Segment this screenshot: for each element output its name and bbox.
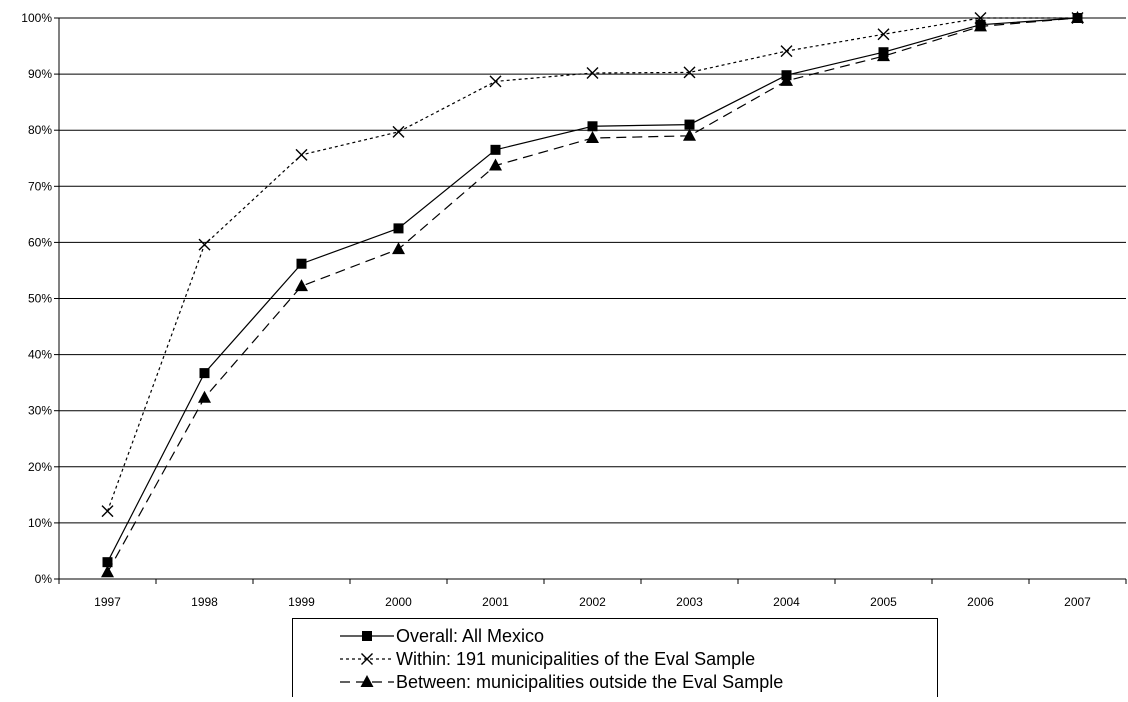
series-2 bbox=[101, 11, 1084, 578]
legend: Overall: All Mexico Within: 191 municipal… bbox=[292, 618, 938, 700]
x-tick-label: 2002 bbox=[579, 595, 606, 609]
data-point-marker bbox=[392, 242, 405, 255]
legend-label: Within: 191 municipalities of the Eval S… bbox=[396, 649, 755, 669]
data-point-marker bbox=[295, 279, 308, 292]
series-line bbox=[106, 17, 1078, 563]
data-point-marker bbox=[296, 258, 307, 269]
data-point-marker bbox=[198, 390, 211, 403]
series-lines bbox=[101, 11, 1084, 578]
x-tick-label: 2003 bbox=[676, 595, 703, 609]
data-point-marker bbox=[490, 144, 501, 155]
data-point-marker bbox=[392, 125, 405, 138]
legend-marker bbox=[361, 653, 373, 665]
data-point-marker bbox=[198, 238, 211, 251]
data-point-marker bbox=[975, 19, 986, 30]
data-point-marker bbox=[586, 131, 599, 144]
x-tick-label: 1998 bbox=[191, 595, 218, 609]
y-tick-label: 50% bbox=[28, 292, 52, 306]
y-tick-label: 30% bbox=[28, 404, 52, 418]
x-tick-label: 2007 bbox=[1064, 595, 1091, 609]
data-point-marker bbox=[489, 75, 502, 88]
data-point-marker bbox=[295, 148, 308, 161]
y-tick-label: 60% bbox=[28, 235, 52, 249]
gridlines bbox=[59, 17, 1126, 524]
data-point-marker bbox=[586, 66, 599, 79]
data-point-marker bbox=[684, 119, 695, 130]
y-tick-label: 70% bbox=[28, 179, 52, 193]
y-tick-label: 10% bbox=[28, 516, 52, 530]
data-point-marker bbox=[683, 128, 696, 141]
data-point-marker bbox=[877, 28, 890, 41]
legend-item: Between: municipalities outside the Eval… bbox=[340, 672, 783, 692]
data-point-marker bbox=[1072, 13, 1083, 23]
x-tick-label: 2006 bbox=[967, 595, 994, 609]
data-point-marker bbox=[199, 368, 210, 379]
x-tick-label: 2004 bbox=[773, 595, 800, 609]
x-tick-label: 2001 bbox=[482, 595, 509, 609]
data-point-marker bbox=[587, 121, 598, 132]
y-tick-label: 100% bbox=[21, 11, 52, 25]
x-tick-label: 2000 bbox=[385, 595, 412, 609]
data-point-marker bbox=[101, 505, 114, 518]
legend-label: Overall: All Mexico bbox=[396, 626, 544, 646]
data-point-marker bbox=[489, 158, 502, 171]
axes: 0% 10% 20% 30% 40% 50% 60% 70% 80% 90% 100% 1997 199… bbox=[21, 11, 1127, 609]
y-tick-label: 0% bbox=[35, 572, 53, 586]
y-tick-label: 90% bbox=[28, 67, 52, 81]
data-point-marker bbox=[683, 66, 696, 79]
x-tick-label: 1997 bbox=[94, 595, 121, 609]
data-point-marker bbox=[102, 557, 113, 568]
data-point-marker bbox=[878, 47, 889, 58]
data-point-marker bbox=[393, 223, 404, 234]
legend-item: Within: 191 municipalities of the Eval S… bbox=[340, 649, 755, 669]
legend-item: Overall: All Mexico bbox=[340, 626, 544, 646]
legend-box bbox=[292, 618, 938, 700]
data-point-marker bbox=[781, 70, 792, 81]
series-line bbox=[106, 17, 1078, 512]
series-0 bbox=[102, 13, 1083, 568]
y-tick-label: 20% bbox=[28, 460, 52, 474]
legend-marker bbox=[362, 631, 372, 641]
series-line bbox=[106, 17, 1078, 573]
series-1 bbox=[101, 12, 1084, 518]
data-point-marker bbox=[101, 565, 114, 578]
y-tick-label: 40% bbox=[28, 348, 52, 362]
data-point-marker bbox=[780, 45, 793, 58]
legend-marker bbox=[360, 675, 374, 687]
x-tick-label: 1999 bbox=[288, 595, 315, 609]
legend-label: Between: municipalities outside the Eval… bbox=[396, 672, 783, 692]
x-tick-label: 2005 bbox=[870, 595, 897, 609]
y-tick-label: 80% bbox=[28, 123, 52, 137]
